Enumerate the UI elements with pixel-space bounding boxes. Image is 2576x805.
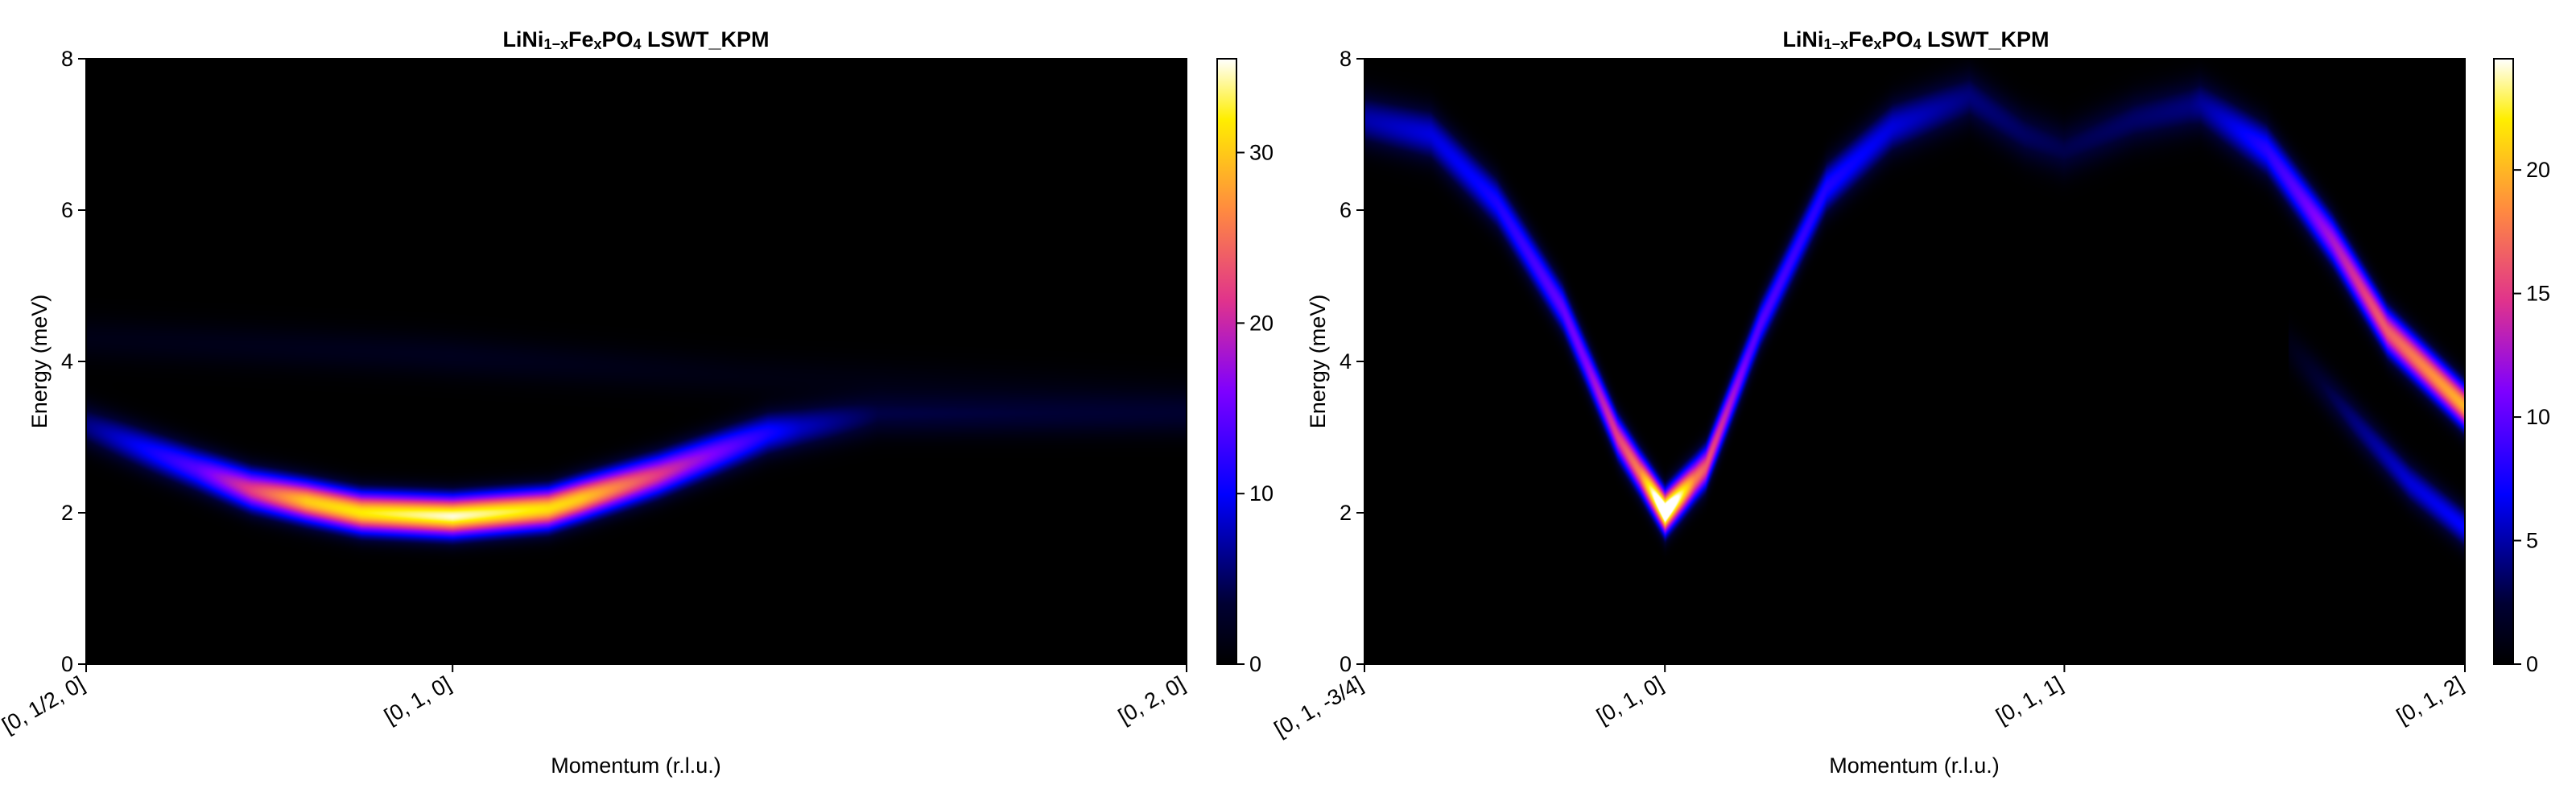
chart-2-colorbar: 0 5 10 15 20 — [2493, 58, 2550, 676]
chart-1-ylabel: Energy (meV) — [27, 295, 52, 429]
y-tick-label: 0 — [61, 652, 73, 676]
y-tick-label: 2 — [61, 501, 73, 525]
chart-2-x-ticks: [0, 1, -3/4] [0, 1, 0] [0, 1, 1] [0, 1, 2] — [1270, 664, 2467, 741]
x-tick-label: [0, 1, 0] — [1592, 671, 1667, 729]
chart-1-colorbar-gradient — [1216, 58, 1237, 665]
chart-1-heatmap — [86, 59, 1187, 664]
y-tick-label: 0 — [1340, 652, 1352, 676]
colorbar-tick-label: 15 — [2526, 282, 2550, 306]
chart-1-title: LiNi1−xFexPO4 LSWT_KPM — [502, 27, 769, 52]
chart-2-colorbar-gradient — [2493, 58, 2514, 665]
colorbar-tick-label: 30 — [1249, 141, 1274, 165]
y-tick-label: 4 — [1340, 349, 1352, 374]
y-tick-label: 8 — [1340, 47, 1352, 71]
x-tick-label: [0, 1, 0] — [380, 671, 455, 729]
colorbar-tick-label: 0 — [1249, 652, 1261, 676]
y-tick-label: 2 — [1340, 501, 1352, 525]
chart-2-colorbar-ticks: 0 5 10 15 20 — [2513, 158, 2550, 676]
chart-2-xlabel: Momentum (r.l.u.) — [1829, 753, 2000, 778]
chart-2-title: LiNi1−xFexPO4 LSWT_KPM — [1782, 27, 2049, 52]
y-tick-label: 6 — [61, 198, 73, 222]
y-tick-label: 8 — [61, 47, 73, 71]
x-tick-label: [0, 1, -3/4] — [1270, 671, 1367, 741]
colorbar-tick-label: 20 — [2526, 158, 2550, 182]
y-tick-label: 6 — [1340, 198, 1352, 222]
x-tick-label: [0, 1, 1] — [1992, 671, 2066, 729]
chart-panel-2: LiNi1−xFexPO4 LSWT_KPM [0, 1, -3/4] [0, 1… — [1270, 27, 2550, 778]
chart-1-x-ticks: [0, 1/2, 0] [0, 1, 0] [0, 2, 0] — [0, 664, 1189, 737]
chart-2-ylabel: Energy (meV) — [1306, 295, 1330, 429]
colorbar-tick-label: 5 — [2526, 529, 2538, 553]
chart-1-colorbar: 0 10 20 30 — [1216, 58, 1274, 676]
chart-1-xlabel: Momentum (r.l.u.) — [551, 753, 721, 778]
colorbar-tick-label: 0 — [2526, 652, 2538, 676]
x-tick-label: [0, 1/2, 0] — [0, 671, 89, 737]
x-tick-label: [0, 1, 2] — [2392, 671, 2467, 729]
chart-1-y-ticks: 0 2 4 6 8 — [61, 47, 86, 676]
chart-2-heatmap — [1364, 59, 2465, 664]
colorbar-tick-label: 20 — [1249, 311, 1274, 335]
colorbar-tick-label: 10 — [1249, 481, 1274, 506]
x-tick-label: [0, 2, 0] — [1114, 671, 1189, 729]
chart-1-colorbar-ticks: 0 10 20 30 — [1236, 141, 1274, 676]
chart-panel-1: LiNi1−xFexPO4 LSWT_KPM [0, 1/2, 0] [0, 1,… — [0, 27, 1274, 778]
chart-1-heatmap-area — [86, 59, 1187, 664]
y-tick-label: 4 — [61, 349, 73, 374]
colorbar-tick-label: 10 — [2526, 405, 2550, 429]
chart-2-heatmap-area — [1364, 59, 2465, 664]
chart-2-y-ticks: 0 2 4 6 8 — [1340, 47, 1364, 676]
